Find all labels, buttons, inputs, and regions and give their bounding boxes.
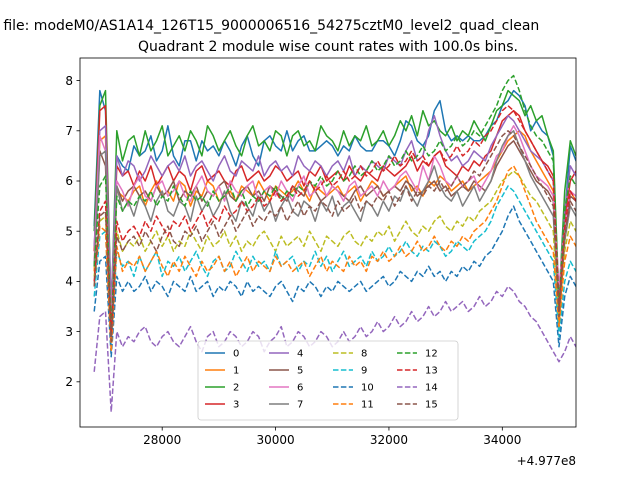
figure-suptitle: n file: modeM0/AS1A14_126T15_9000006516_…: [0, 18, 539, 34]
legend-label-6: 6: [297, 383, 303, 394]
legend-label-12: 12: [425, 349, 438, 360]
x-tick-label: 34000: [483, 433, 521, 447]
legend-label-1: 1: [233, 366, 239, 377]
y-tick-label: 7: [65, 124, 73, 138]
series-line-6: [93, 125, 576, 323]
legend-label-13: 13: [425, 366, 438, 377]
y-tick-label: 2: [65, 375, 73, 389]
axes-frame: [79, 57, 577, 428]
legend-label-0: 0: [233, 349, 239, 360]
y-tick-label: 4: [65, 275, 73, 289]
y-tick-label: 8: [65, 74, 73, 88]
series-line-11: [93, 165, 576, 353]
series-line-12: [93, 74, 576, 333]
chart-title: Quadrant 2 module wise count rates with …: [138, 39, 518, 55]
series-line-0: [93, 89, 576, 333]
legend-label-3: 3: [233, 400, 239, 411]
series-layer: [93, 74, 576, 413]
legend-label-10: 10: [361, 383, 374, 394]
legend-label-15: 15: [425, 400, 438, 411]
x-tick-label: 32000: [370, 433, 408, 447]
y-tick-label: 6: [65, 174, 73, 188]
series-line-4: [93, 114, 576, 308]
legend-label-4: 4: [297, 349, 303, 360]
series-line-2: [93, 89, 576, 313]
legend-label-9: 9: [361, 366, 367, 377]
x-tick-label: 30000: [256, 433, 294, 447]
x-offset-label: +4.977e8: [517, 454, 576, 468]
series-line-13: [93, 104, 576, 338]
x-tick-label: 28000: [143, 433, 181, 447]
legend-label-2: 2: [233, 383, 239, 394]
series-line-3: [93, 104, 576, 323]
y-tick-label: 3: [65, 325, 73, 339]
legend-label-7: 7: [297, 400, 303, 411]
series-line-15: [93, 130, 576, 343]
legend-label-8: 8: [361, 349, 367, 360]
series-line-14: [93, 285, 576, 413]
legend-label-14: 14: [425, 383, 438, 394]
series-line-7: [93, 130, 576, 333]
y-tick-label: 5: [65, 224, 73, 238]
legend-label-5: 5: [297, 366, 303, 377]
legend-label-11: 11: [361, 400, 374, 411]
axes-layer: 28000 30000 32000 34000 2 3 4 5 6 7 8: [65, 57, 577, 447]
legend-box: [197, 340, 459, 421]
series-line-8: [93, 170, 576, 338]
